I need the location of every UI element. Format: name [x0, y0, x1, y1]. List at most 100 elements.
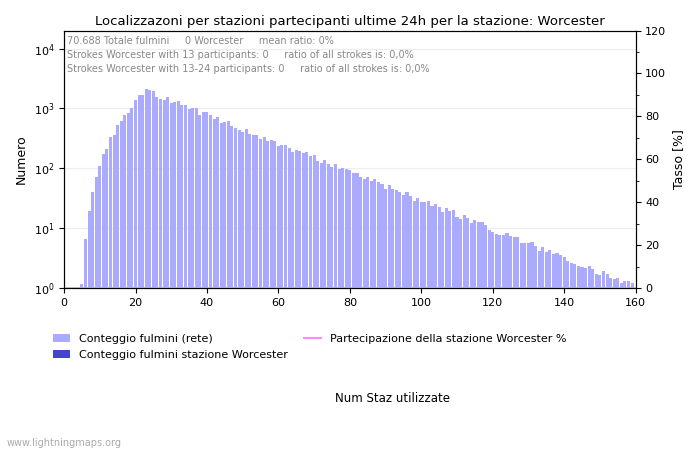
Bar	[434, 204, 437, 450]
Bar	[602, 270, 605, 450]
Bar	[281, 145, 284, 450]
Bar	[505, 233, 508, 450]
Bar	[120, 121, 122, 450]
Bar	[584, 268, 587, 450]
Bar	[444, 208, 448, 450]
Bar	[573, 265, 576, 450]
Bar	[520, 243, 523, 450]
Bar	[216, 117, 219, 450]
Bar	[181, 104, 183, 450]
Bar	[620, 283, 623, 450]
Partecipazione della stazione Worcester %	[564, 285, 572, 291]
Bar	[316, 162, 319, 450]
Bar	[598, 275, 601, 450]
Bar	[466, 218, 469, 450]
Bar	[491, 232, 494, 450]
Bar	[230, 126, 234, 450]
Bar	[370, 181, 373, 450]
Bar	[412, 201, 416, 450]
Bar	[484, 225, 487, 450]
Bar	[113, 135, 116, 450]
Bar	[473, 220, 477, 450]
Bar	[566, 261, 569, 450]
Bar	[488, 230, 491, 450]
Bar	[174, 102, 176, 450]
Bar	[377, 182, 380, 450]
Bar	[252, 135, 255, 450]
Title: Localizzazoni per stazioni partecipanti ultime 24h per la stazione: Worcester: Localizzazoni per stazioni partecipanti …	[95, 15, 605, 28]
Bar	[480, 222, 484, 450]
Partecipazione della stazione Worcester %	[271, 285, 279, 291]
Bar	[323, 160, 326, 450]
Bar	[438, 207, 441, 450]
Bar	[524, 243, 526, 450]
Partecipazione della stazione Worcester %	[60, 285, 69, 291]
Bar	[145, 89, 148, 450]
Bar	[309, 156, 312, 450]
Bar	[384, 189, 387, 450]
Bar	[91, 192, 94, 450]
Bar	[441, 212, 444, 450]
Bar	[592, 269, 594, 450]
Bar	[416, 198, 419, 450]
Bar	[373, 179, 377, 450]
Bar	[166, 97, 169, 450]
Bar	[94, 177, 98, 450]
Bar	[345, 169, 348, 450]
Bar	[534, 246, 537, 450]
Bar	[538, 251, 540, 450]
Bar	[162, 100, 166, 450]
Bar	[459, 219, 462, 450]
Bar	[188, 109, 190, 450]
Bar	[330, 167, 333, 450]
Partecipazione della stazione Worcester %	[535, 285, 543, 291]
Bar	[398, 193, 401, 450]
Bar	[313, 155, 316, 450]
Bar	[388, 185, 391, 450]
Bar	[531, 242, 533, 450]
Partecipazione della stazione Worcester %	[217, 285, 225, 291]
Bar	[298, 151, 302, 450]
Bar	[273, 141, 276, 450]
Bar	[106, 148, 108, 450]
Bar	[391, 189, 394, 450]
Bar	[541, 248, 544, 450]
Bar	[516, 237, 519, 450]
Bar	[202, 112, 205, 450]
Bar	[381, 184, 384, 450]
Bar	[88, 212, 90, 450]
Legend: Conteggio fulmini (rete), Conteggio fulmini stazione Worcester, Partecipazione d: Conteggio fulmini (rete), Conteggio fulm…	[49, 329, 571, 364]
Bar	[356, 173, 358, 450]
Bar	[123, 115, 126, 450]
Bar	[470, 223, 473, 450]
Bar	[220, 123, 223, 450]
Bar	[587, 266, 591, 450]
Bar	[84, 239, 87, 450]
Bar	[634, 288, 637, 450]
Text: www.lightningmaps.org: www.lightningmaps.org	[7, 437, 122, 447]
Bar	[227, 121, 230, 450]
Bar	[184, 105, 187, 450]
Bar	[241, 132, 244, 450]
Bar	[548, 250, 552, 450]
Bar	[448, 211, 452, 450]
Bar	[262, 137, 265, 450]
Bar	[291, 152, 294, 450]
Bar	[152, 91, 155, 450]
Bar	[288, 148, 290, 450]
Bar	[98, 166, 102, 450]
Bar	[302, 153, 305, 450]
Bar	[334, 164, 337, 450]
Y-axis label: Tasso [%]: Tasso [%]	[672, 129, 685, 189]
Bar	[248, 134, 251, 450]
Bar	[223, 122, 226, 450]
Bar	[320, 163, 323, 450]
Y-axis label: Numero: Numero	[15, 135, 28, 184]
Bar	[209, 115, 212, 450]
Bar	[80, 284, 83, 450]
Bar	[155, 98, 158, 450]
Bar	[477, 222, 480, 450]
Bar	[405, 192, 409, 450]
Bar	[116, 125, 119, 450]
Bar	[102, 154, 105, 450]
